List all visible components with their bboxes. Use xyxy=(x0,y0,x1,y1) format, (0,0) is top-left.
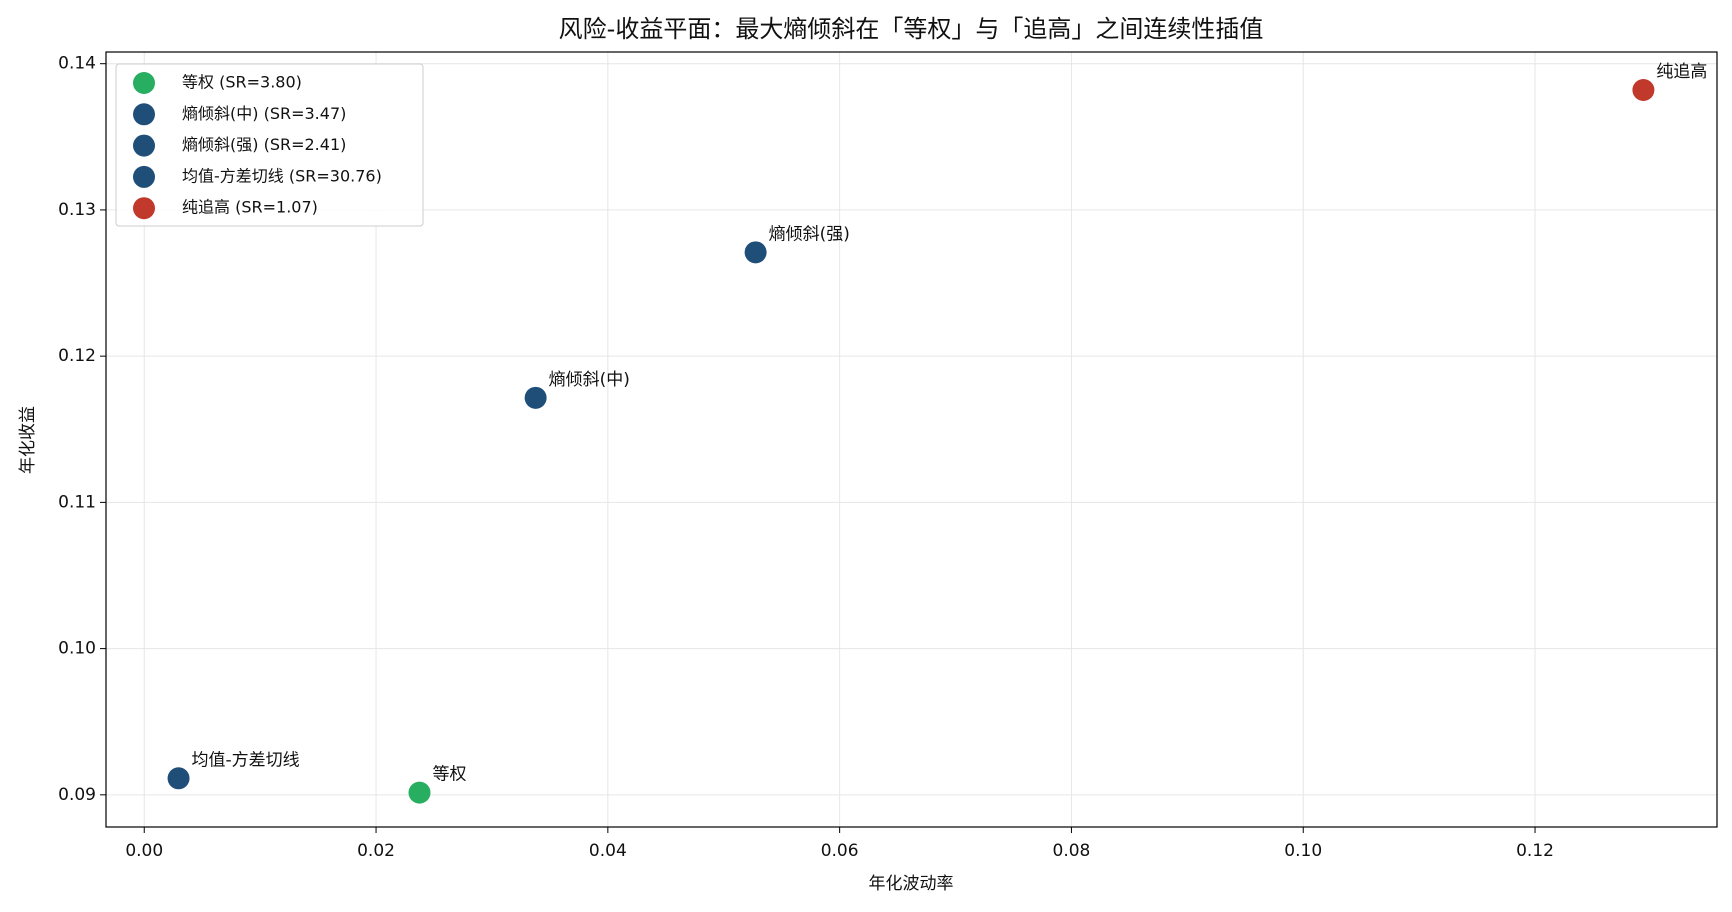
point-label: 纯追高 xyxy=(1656,62,1707,82)
y-tick-label: 0.09 xyxy=(58,785,96,805)
point xyxy=(744,241,767,264)
point xyxy=(524,386,547,409)
x-axis-label: 年化波动率 xyxy=(869,874,954,894)
y-tick-label: 0.10 xyxy=(58,639,96,659)
legend: 等权 (SR=3.80) 熵倾斜(中) (SR=3.47) 熵倾斜(强) (SR=2… xyxy=(115,63,424,227)
x-tick-label: 0.02 xyxy=(357,841,395,861)
y-tick-label: 0.13 xyxy=(58,200,96,220)
y-tick-label: 0.11 xyxy=(58,492,96,512)
legend-marker xyxy=(133,72,155,94)
x-tick-label: 0.00 xyxy=(125,841,163,861)
chart-title: 风险-收益平面：最大熵倾斜在「等权」与「追高」之间连续性插值 xyxy=(559,15,1264,43)
legend-label: 等权 (SR=3.80) xyxy=(182,73,302,92)
y-tick-label: 0.14 xyxy=(58,54,96,74)
point xyxy=(167,767,190,790)
legend-marker xyxy=(133,103,155,126)
legend-marker xyxy=(133,197,155,220)
x-tick-label: 0.10 xyxy=(1284,841,1322,861)
legend-label: 熵倾斜(中) (SR=3.47) xyxy=(182,104,346,123)
x-tick-label: 0.12 xyxy=(1516,841,1554,861)
x-tick-label: 0.04 xyxy=(589,841,627,861)
point-label: 均值-方差切线 xyxy=(192,750,300,770)
point xyxy=(1632,79,1655,102)
legend-marker xyxy=(133,134,155,157)
point-label: 熵倾斜(强) xyxy=(769,224,850,244)
y-axis-label: 年化收益 xyxy=(18,406,38,474)
point-label: 等权 xyxy=(433,765,467,785)
point-label: 熵倾斜(中) xyxy=(549,370,630,390)
x-tick-label: 0.08 xyxy=(1053,841,1091,861)
legend-label: 均值-方差切线 (SR=30.76) xyxy=(182,166,382,185)
legend-marker xyxy=(133,165,155,188)
legend-frame xyxy=(115,63,424,227)
x-tick-label: 0.06 xyxy=(821,841,859,861)
plot-frame xyxy=(105,51,1718,828)
point xyxy=(408,781,431,804)
y-tick-label: 0.12 xyxy=(58,346,96,366)
legend-label: 熵倾斜(强) (SR=2.41) xyxy=(182,135,346,154)
legend-label: 纯追高 (SR=1.07) xyxy=(182,198,318,217)
